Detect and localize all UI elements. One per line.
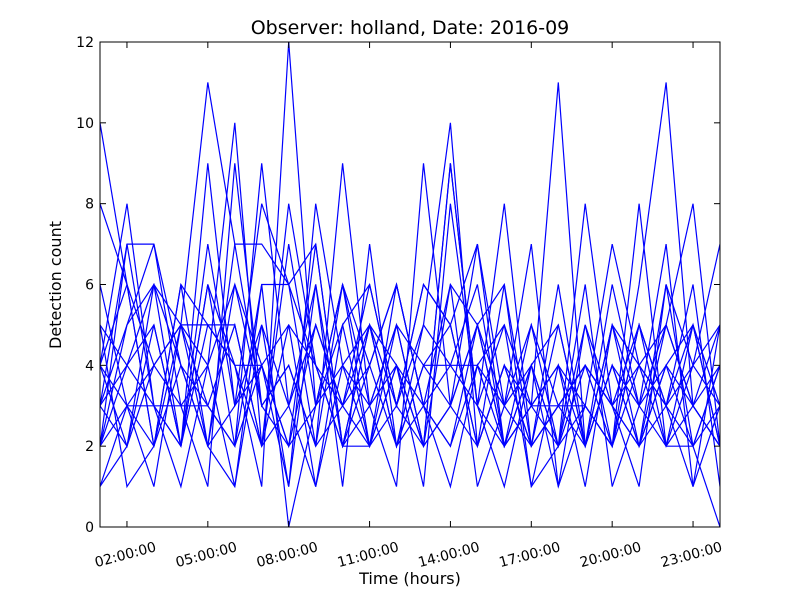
series-line-11	[100, 163, 720, 489]
series-line-7	[100, 122, 720, 489]
y-tick-label: 6	[85, 278, 94, 294]
x-tick-label: 08:00:00	[255, 539, 320, 571]
x-tick-label: 20:00:00	[578, 539, 643, 571]
y-tick-label: 12	[76, 35, 94, 51]
x-tick-label: 02:00:00	[93, 539, 158, 571]
series-layer	[100, 42, 720, 527]
x-tick-label: 11:00:00	[336, 539, 401, 571]
series-line-19	[100, 284, 720, 449]
x-tick-label: 17:00:00	[497, 539, 562, 571]
y-axis: 0 2 4 6 8 10 12	[76, 35, 720, 536]
series-line-15	[100, 282, 720, 448]
series-line-6	[100, 42, 720, 489]
x-axis: 02:00:00 05:00:00 08:00:00 11:00:00 14:00:00…	[93, 42, 724, 571]
y-tick-label: 2	[85, 439, 94, 455]
y-tick-label: 10	[76, 116, 94, 132]
chart-title: Observer: holland, Date: 2016-09	[251, 17, 570, 39]
plot-frame	[99, 41, 721, 528]
x-tick-label: 23:00:00	[659, 539, 724, 571]
series-line-4	[100, 82, 720, 487]
x-tick-label: 14:00:00	[417, 539, 482, 571]
y-axis-label: Detection count	[46, 221, 65, 349]
y-tick-label: 0	[85, 520, 94, 536]
y-tick-label: 8	[85, 197, 94, 213]
x-axis-label: Time (hours)	[358, 569, 461, 588]
y-tick-label: 4	[85, 358, 94, 374]
x-tick-label: 05:00:00	[174, 539, 239, 571]
series-line-18	[100, 244, 720, 447]
